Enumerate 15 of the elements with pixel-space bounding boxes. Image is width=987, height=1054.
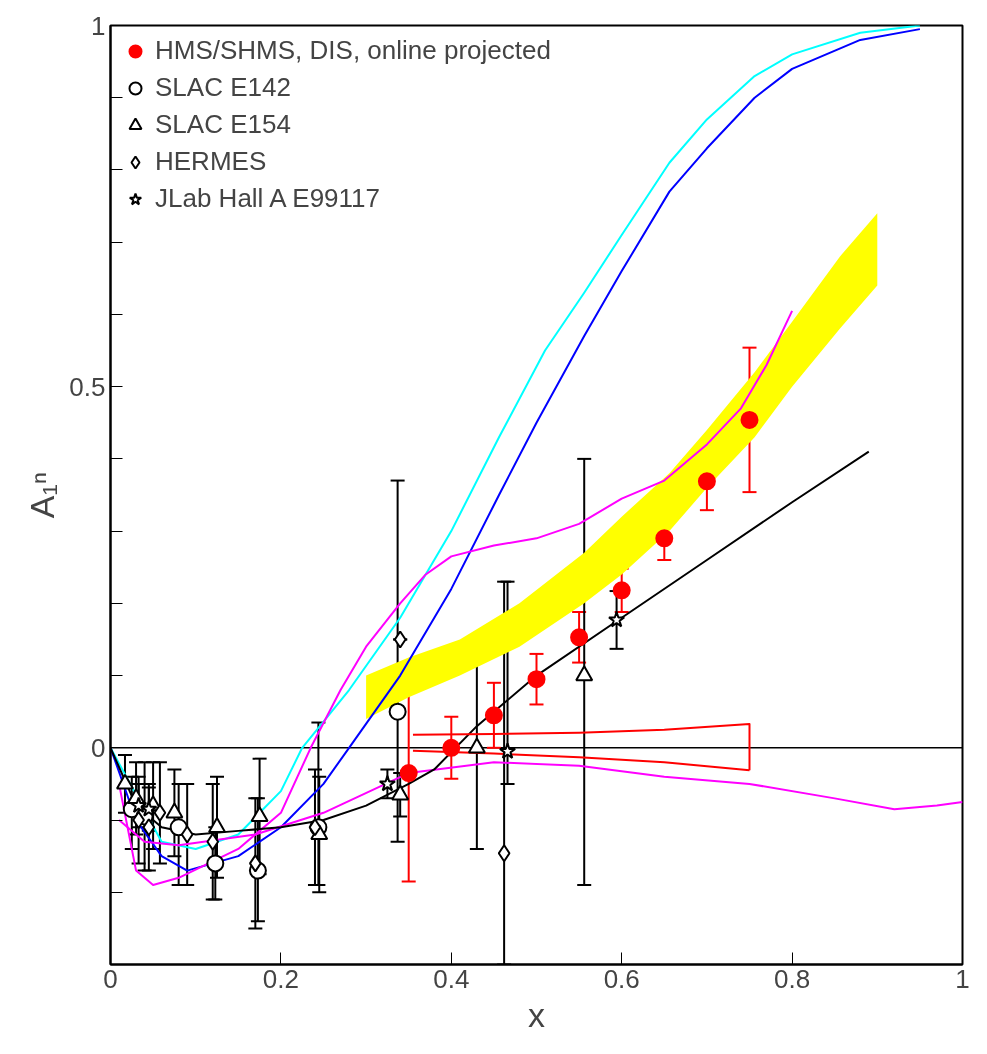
y-tick-label: 0 [91,732,106,763]
x-tick-label: 0.6 [603,963,640,994]
legend-label: SLAC E142 [155,72,291,103]
x-tick-label: 0.4 [433,963,470,994]
x-tick-label: 0.2 [262,963,299,994]
legend-label: SLAC E154 [155,109,291,140]
legend-label: HMS/SHMS, DIS, online projected [155,35,551,66]
legend-label: JLab Hall A E99117 [155,183,381,214]
x-tick-label: 0.8 [774,963,811,994]
x-tick-label: 1 [955,963,970,994]
legend-label: HERMES [155,146,267,177]
y-tick-label: 1 [91,10,106,41]
y-tick-label: 0.5 [69,371,106,402]
x-axis-title: x [528,995,545,1034]
y-axis-title: A₁ⁿ [23,471,62,519]
